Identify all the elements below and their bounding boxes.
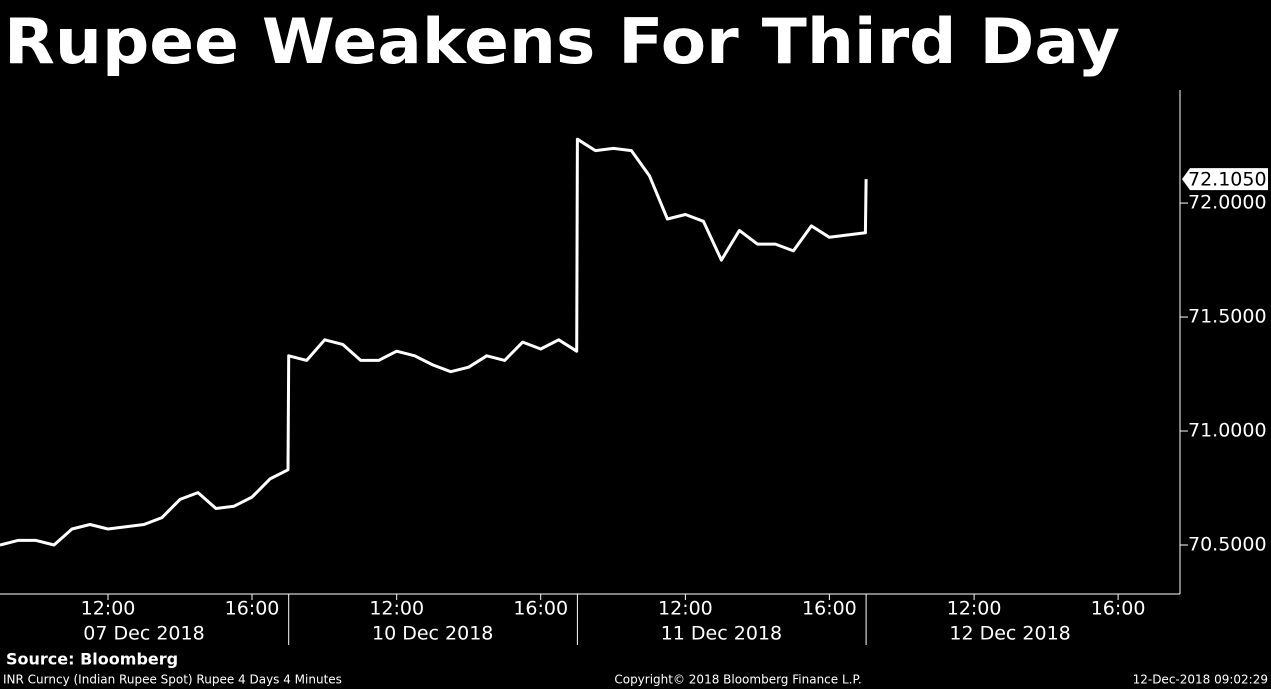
y-tick-label: 72.0000 [1188,192,1267,214]
footer-right: 12-Dec-2018 09:02:29 [1133,673,1268,687]
x-tick-label: 12:00 [369,598,424,620]
y-tick-label: 70.5000 [1188,533,1267,555]
source: Source: Bloomberg [6,650,178,669]
day-label: 12 Dec 2018 [949,623,1070,645]
footer-left: INR Curncy (Indian Rupee Spot) Rupee 4 D… [3,673,342,687]
x-tick-label: 16:00 [802,598,857,620]
x-tick-label: 16:00 [1091,598,1146,620]
day-label: 07 Dec 2018 [83,623,204,645]
last-value-label: 72.1050 [1188,169,1267,191]
day-label: 11 Dec 2018 [661,623,782,645]
x-tick-label: 12:00 [81,598,136,620]
chart-title: Rupee Weakens For Third Day [4,5,1120,78]
price-line [0,137,868,547]
x-tick-label: 12:00 [947,598,1002,620]
footer-center: Copyright© 2018 Bloomberg Finance L.P. [614,673,861,687]
y-tick-label: 71.5000 [1188,306,1267,328]
y-tick-label: 71.0000 [1188,420,1267,442]
x-tick-label: 12:00 [658,598,713,620]
day-label: 10 Dec 2018 [372,623,493,645]
last-value-box [1182,168,1268,191]
x-tick-label: 16:00 [513,598,568,620]
x-tick-label: 16:00 [225,598,280,620]
